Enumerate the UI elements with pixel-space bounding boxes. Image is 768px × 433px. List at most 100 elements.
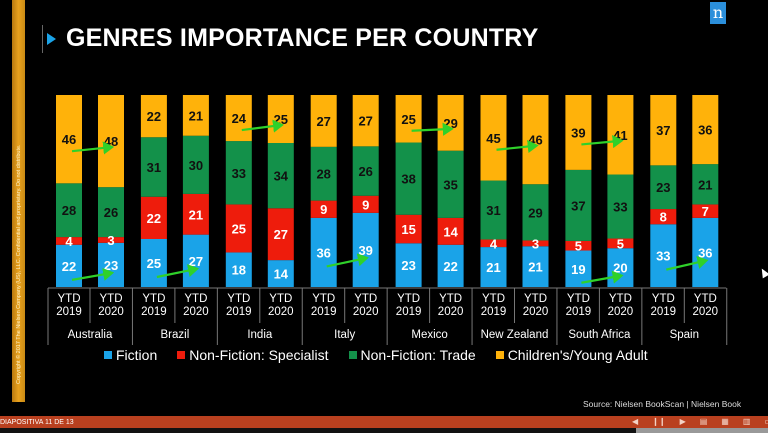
bar-segment-children <box>522 95 549 185</box>
data-label: 9 <box>320 202 327 217</box>
data-label: 22 <box>443 259 457 274</box>
bar-segment-specialist <box>395 214 422 244</box>
bar-segment-trade <box>352 146 379 196</box>
bar-segment-children <box>98 95 124 188</box>
legend-swatch <box>348 351 357 359</box>
bar-segment-trade <box>395 142 422 215</box>
data-label: 27 <box>316 114 330 129</box>
trend-arrow <box>581 270 624 284</box>
data-label: 21 <box>698 177 712 192</box>
play-triangle-icon <box>47 32 56 45</box>
tick-label: YTD <box>439 293 462 305</box>
next-icon[interactable]: ▶ <box>679 417 686 426</box>
data-label: 3 <box>107 233 114 248</box>
data-label: 18 <box>232 263 246 278</box>
bar-segment-trade <box>267 143 294 209</box>
bar-segment-children <box>565 95 592 170</box>
bar-segment-children <box>310 95 337 147</box>
bar-segment-children <box>480 95 507 181</box>
tick-label: YTD <box>567 293 590 305</box>
bar-segment-fiction <box>522 246 549 287</box>
bar-segment-trade <box>98 187 124 238</box>
bar-segment-specialist <box>565 240 592 251</box>
legend-label: Fiction <box>116 347 158 363</box>
data-label: 22 <box>147 109 161 124</box>
notes-icon[interactable]: ▤ <box>699 417 708 426</box>
tick-label: YTD <box>482 293 505 305</box>
tick-label: 2020 <box>353 306 379 318</box>
x-axis-table: YTD2019YTD2020YTD2019YTD2020YTD2019YTD20… <box>47 287 728 345</box>
data-label: 39 <box>358 243 372 258</box>
bar-segment-trade <box>310 146 337 201</box>
tick-label: 2020 <box>183 306 209 318</box>
bar-segment-specialist <box>480 239 507 248</box>
taskbar-thumbnail <box>636 428 768 433</box>
data-label: 36 <box>316 245 330 260</box>
bar-segment-fiction <box>310 217 337 287</box>
data-label: 31 <box>486 203 500 218</box>
slide-title: GENRES IMPORTANCE PER COUNTRY <box>66 24 539 52</box>
prev-icon[interactable]: ◀ <box>632 417 639 426</box>
data-label: 35 <box>443 177 457 192</box>
presenter-icon[interactable]: ▭ <box>764 416 768 428</box>
data-label: 19 <box>571 262 585 277</box>
grid-icon[interactable]: ▦ <box>721 417 729 426</box>
data-label: 4 <box>65 234 73 249</box>
bar-segment-trade <box>225 141 252 205</box>
pause-icon[interactable]: ❙❙ <box>652 417 666 426</box>
tick-label: 2020 <box>98 306 124 318</box>
data-label: 15 <box>401 222 415 237</box>
data-label: 21 <box>528 260 542 275</box>
trend-arrow <box>411 122 454 136</box>
bar-segment-children <box>650 95 677 166</box>
data-label: 25 <box>147 256 161 271</box>
data-label: 30 <box>189 158 203 173</box>
data-label: 24 <box>232 111 247 126</box>
data-label: 38 <box>401 172 415 187</box>
bar-segment-specialist <box>140 196 167 239</box>
tick-label: 2020 <box>693 306 719 318</box>
data-label: 20 <box>613 261 627 276</box>
bar-segment-specialist <box>310 200 337 218</box>
data-label: 22 <box>147 211 161 226</box>
legend-swatch <box>495 351 504 359</box>
tick-label: YTD <box>100 293 123 305</box>
bar-segment-fiction <box>650 224 677 287</box>
bar-segment-specialist <box>267 208 294 261</box>
group-label: New Zealand <box>481 329 549 341</box>
decorative-sidebar-strip <box>12 0 25 402</box>
bar-segment-specialist <box>98 237 124 243</box>
bar-segment-fiction <box>225 252 252 287</box>
group-label: Brazil <box>161 329 190 341</box>
data-label: 23 <box>401 258 415 273</box>
tick-label: YTD <box>652 293 675 305</box>
slide-title-block: GENRES IMPORTANCE PER COUNTRY <box>42 24 539 53</box>
bar-segment-fiction <box>437 244 464 287</box>
data-label: 23 <box>104 258 118 273</box>
bar-segment-specialist <box>650 209 677 225</box>
data-label: 21 <box>486 260 500 275</box>
bar-segment-trade <box>480 180 507 240</box>
bar-segment-children <box>182 95 209 136</box>
data-label: 23 <box>656 180 670 195</box>
legend-swatch <box>104 351 112 359</box>
bar-segment-trade <box>607 174 634 239</box>
nielsen-logo-icon: n <box>710 2 726 24</box>
tick-label: 2019 <box>396 306 422 318</box>
reading-view-icon[interactable]: ▥ <box>742 417 751 426</box>
group-label: Mexico <box>411 329 447 341</box>
legend-label: Non-Fiction: Trade <box>360 347 476 363</box>
data-label: 33 <box>613 200 627 215</box>
data-label: 3 <box>532 236 539 251</box>
tick-label: YTD <box>524 293 547 305</box>
status-controls: ◀ ❙❙ ▶ ▤ ▦ ▥ ▭ <box>632 416 768 428</box>
legend-label: Non-Fiction: Specialist <box>189 347 329 363</box>
bottom-strip <box>0 428 768 433</box>
trend-arrow <box>71 267 115 281</box>
tick-label: YTD <box>354 293 377 305</box>
data-label: 4 <box>490 236 498 251</box>
data-label: 22 <box>62 259 76 274</box>
bar-segment-trade <box>437 150 464 218</box>
group-label: Spain <box>670 329 699 341</box>
bar-segment-trade <box>565 169 592 241</box>
